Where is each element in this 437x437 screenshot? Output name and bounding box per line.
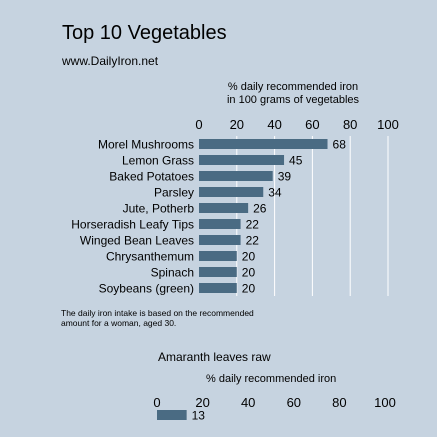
footnote-line1: The daily iron intake is based on the re… <box>61 308 254 318</box>
page-title: Top 10 Vegetables <box>62 22 227 44</box>
bar <box>199 155 285 165</box>
sub-x-tick-label: 60 <box>287 395 301 410</box>
main-axis-label-line1: % daily recommended iron <box>227 81 359 93</box>
bar-value-label: 39 <box>278 170 292 184</box>
x-tick-label: 100 <box>377 117 399 132</box>
bar <box>199 267 237 277</box>
footnote-line2: amount for a woman, aged 30. <box>61 318 177 328</box>
x-tick-label: 0 <box>195 117 202 132</box>
category-label: Spinach <box>151 266 194 280</box>
category-label: Winged Bean Leaves <box>80 234 194 248</box>
category-label: Horseradish Leafy Tips <box>71 218 194 232</box>
category-label: Jute, Potherb <box>123 202 195 216</box>
sub-axis-label: % daily recommended iron <box>206 373 337 385</box>
bar-value-label: 20 <box>242 266 256 280</box>
bar-value-label: 45 <box>289 154 303 168</box>
x-tick-label: 80 <box>343 117 357 132</box>
sub-chart-title: Amaranth leaves raw <box>158 350 271 364</box>
bar <box>199 219 241 229</box>
site-url: www.DailyIron.net <box>62 54 159 68</box>
sub-x-tick-label: 100 <box>374 395 396 410</box>
bar-value-label: 22 <box>246 234 260 248</box>
bar <box>199 171 273 181</box>
bar-value-label: 20 <box>242 282 256 296</box>
bar <box>199 139 328 149</box>
category-label: Parsley <box>154 186 194 200</box>
sub-x-tick-label: 80 <box>332 395 346 410</box>
bar-value-label: 68 <box>333 138 347 152</box>
bar <box>199 235 241 245</box>
category-label: Lemon Grass <box>122 154 194 168</box>
bar-value-label: 22 <box>246 218 260 232</box>
bar <box>199 187 264 197</box>
bar <box>199 283 237 293</box>
bar-value-label: 34 <box>268 186 282 200</box>
main-axis-label-line2: in 100 grams of vegetables <box>226 94 360 106</box>
x-tick-label: 20 <box>230 117 244 132</box>
category-label: Baked Potatoes <box>109 170 194 184</box>
bar-value-label: 20 <box>242 250 256 264</box>
bar <box>199 251 237 261</box>
x-tick-label: 40 <box>267 117 281 132</box>
bar <box>199 203 249 213</box>
category-label: Soybeans (green) <box>99 282 194 296</box>
sub-x-tick-label: 40 <box>241 395 255 410</box>
sub-x-tick-label: 20 <box>195 395 209 410</box>
x-tick-label: 60 <box>305 117 319 132</box>
category-label: Chrysanthemum <box>106 250 194 264</box>
sub-x-tick-label: 0 <box>153 395 160 410</box>
bar-value-label: 26 <box>253 202 267 216</box>
category-label: Morel Mushrooms <box>98 138 194 152</box>
sub-bar-value-label: 13 <box>192 409 206 423</box>
sub-bar <box>157 410 187 420</box>
